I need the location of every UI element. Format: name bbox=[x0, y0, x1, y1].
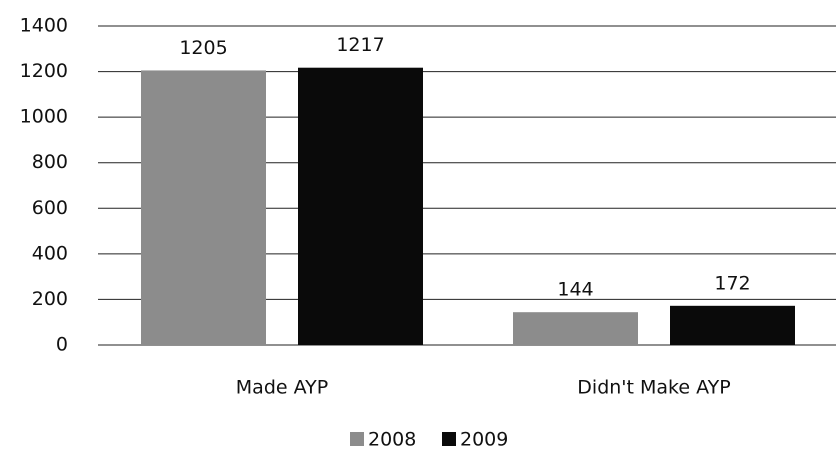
legend-swatch bbox=[442, 432, 456, 446]
bar bbox=[670, 305, 795, 345]
data-label: 1217 bbox=[336, 34, 384, 56]
x-tick-label: Made AYP bbox=[236, 377, 328, 399]
y-tick-label: 1400 bbox=[20, 15, 68, 37]
legend-label: 2008 bbox=[368, 429, 416, 451]
bar bbox=[141, 70, 266, 346]
bar bbox=[513, 312, 638, 345]
y-tick-label: 0 bbox=[56, 334, 68, 356]
y-tick-label: 800 bbox=[32, 151, 68, 173]
data-label: 144 bbox=[557, 279, 593, 301]
y-tick-label: 200 bbox=[32, 288, 68, 310]
bar bbox=[298, 67, 423, 345]
legend-label: 2009 bbox=[460, 429, 508, 451]
y-tick-label: 1000 bbox=[20, 106, 68, 128]
legend-swatch bbox=[350, 432, 364, 446]
y-tick-label: 400 bbox=[32, 242, 68, 264]
x-tick-label: Didn't Make AYP bbox=[577, 377, 730, 399]
y-tick-label: 600 bbox=[32, 197, 68, 219]
data-label: 1205 bbox=[179, 37, 227, 59]
data-label: 172 bbox=[714, 272, 750, 294]
y-tick-label: 1200 bbox=[20, 60, 68, 82]
